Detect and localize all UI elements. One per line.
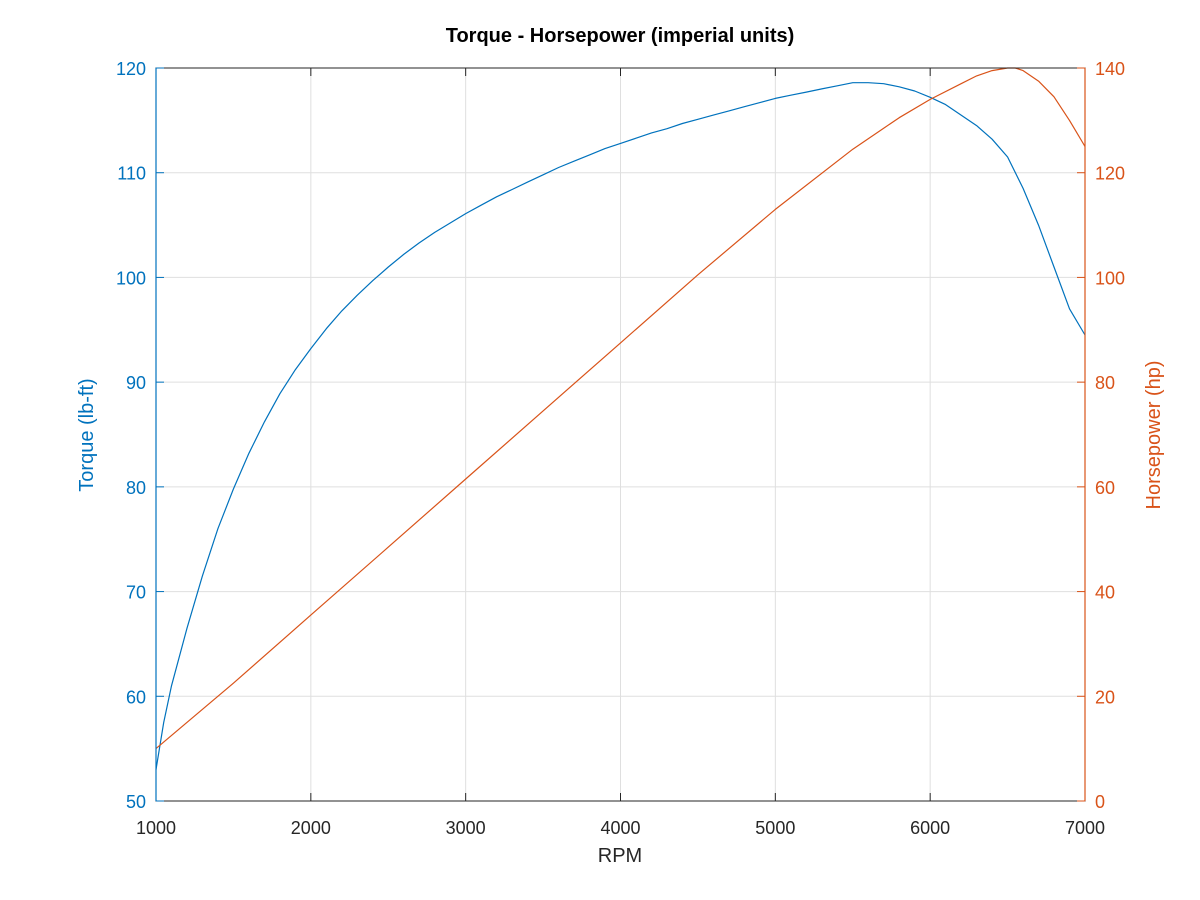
y-left-tick-label: 120 [116, 59, 146, 79]
grid [155, 67, 1086, 802]
y-left-tick-label: 60 [126, 687, 146, 707]
y-right-tick-label: 140 [1095, 59, 1125, 79]
y-left-tick-label: 80 [126, 478, 146, 498]
y-right-tick-label: 80 [1095, 373, 1115, 393]
x-tick-label: 5000 [755, 818, 795, 838]
y-axis-label-left: Torque (lb-ft) [76, 378, 98, 491]
x-tick-label: 4000 [600, 818, 640, 838]
x-axis-label: RPM [598, 845, 642, 867]
x-tick-label: 1000 [136, 818, 176, 838]
y-right-tick-label: 60 [1095, 478, 1115, 498]
y-left-tick-label: 110 [117, 164, 146, 184]
y-right-tick-label: 120 [1095, 164, 1125, 184]
x-tick-label: 2000 [291, 818, 331, 838]
y-right-tick-label: 20 [1095, 687, 1115, 707]
axis-ticks: 1000 2000 3000 4000 5000 6000 7000506070809010… [116, 59, 1125, 838]
y-axis-label-right: Horsepower (hp) [1143, 361, 1165, 510]
y-right-tick-label: 0 [1095, 792, 1105, 812]
y-left-tick-label: 90 [126, 373, 146, 393]
torque-line [155, 82, 1086, 770]
x-tick-label: 6000 [910, 818, 950, 838]
y-left-tick-label: 50 [126, 792, 146, 812]
y-right-tick-label: 40 [1095, 583, 1115, 603]
plot-series [155, 67, 1086, 770]
chart-title: Torque - Horsepower (imperial units) [446, 25, 795, 47]
x-tick-label: 3000 [446, 818, 486, 838]
y-right-tick-label: 100 [1095, 268, 1125, 288]
horsepower-line [155, 67, 1086, 750]
y-left-tick-label: 100 [116, 268, 146, 288]
y-left-tick-label: 70 [126, 583, 146, 603]
x-tick-label: 7000 [1065, 818, 1105, 838]
